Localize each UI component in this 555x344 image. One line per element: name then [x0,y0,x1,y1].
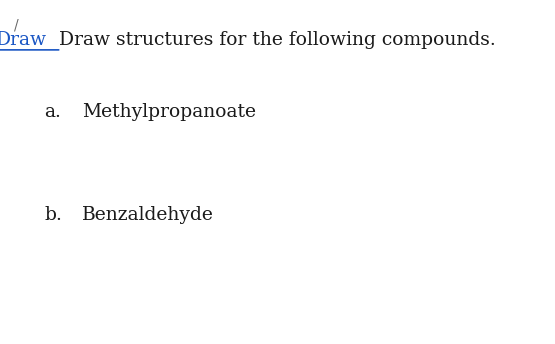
Text: Methylpropanoate: Methylpropanoate [82,103,256,121]
Text: b.: b. [44,206,62,224]
Text: Draw structures for the following compounds.: Draw structures for the following compou… [59,31,496,49]
Text: /: / [14,19,18,33]
Text: a.: a. [44,103,61,121]
Text: Benzaldehyde: Benzaldehyde [82,206,214,224]
Text: Draw: Draw [0,31,47,49]
